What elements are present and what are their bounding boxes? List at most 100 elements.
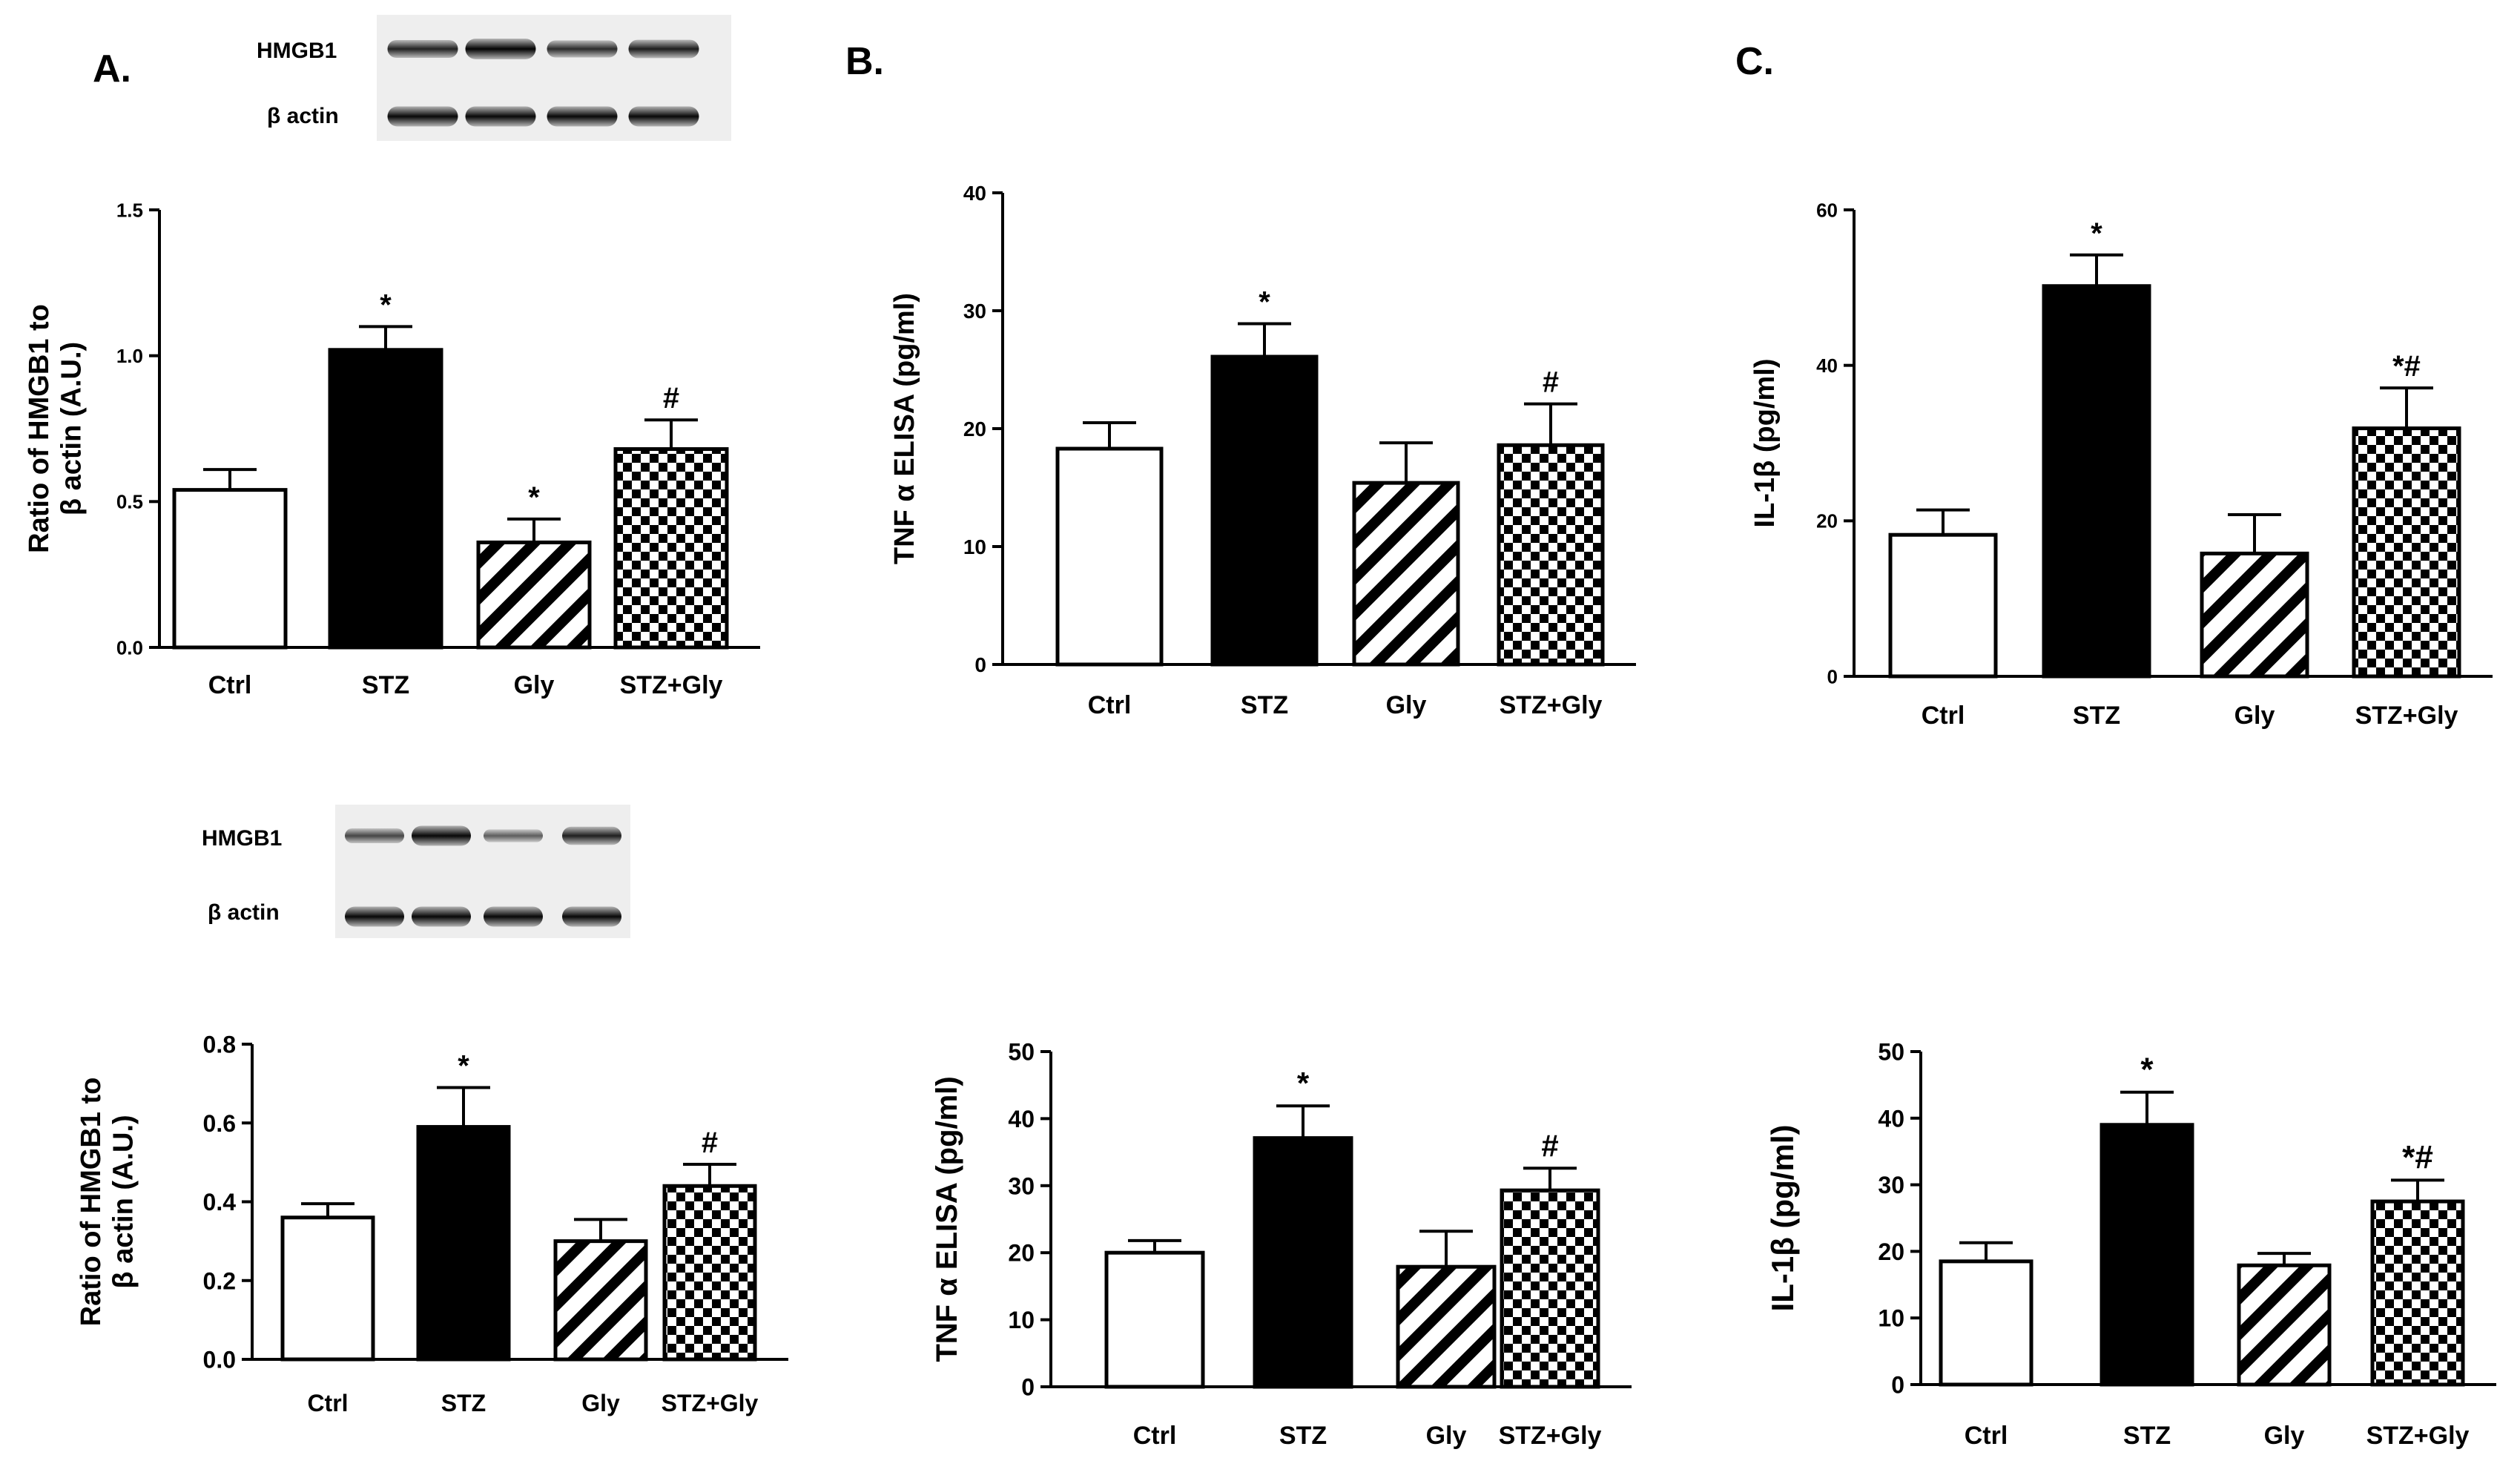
- x-category-label: STZ+Gly: [662, 1390, 759, 1416]
- x-category-label: Gly: [514, 671, 555, 699]
- western-blot-top: HMGB1 β actin: [257, 15, 731, 141]
- blot-band: [547, 106, 618, 127]
- x-category-label: Gly: [1386, 691, 1427, 719]
- x-category-label: Ctrl: [1965, 1422, 2008, 1450]
- x-category-label: Gly: [2264, 1422, 2305, 1450]
- significance-marker: *: [528, 481, 540, 514]
- significance-marker: *#: [2392, 350, 2421, 383]
- y-tick-label: 20: [963, 418, 986, 441]
- significance-marker: *: [458, 1049, 469, 1082]
- blot-band: [562, 826, 621, 845]
- blot-band: [562, 906, 621, 927]
- x-category-label: STZ: [362, 671, 409, 699]
- y-tick-label: 40: [1816, 354, 1838, 377]
- bar-stz: [2042, 284, 2151, 679]
- bar-ctrl: [1104, 1250, 1205, 1389]
- y-tick-label: 40: [1878, 1105, 1904, 1132]
- significance-marker: #: [1541, 1128, 1558, 1163]
- panel-letter-b: B.: [845, 40, 884, 83]
- y-tick-label: 30: [1008, 1172, 1035, 1199]
- western-blot-bottom: HMGB1 β actin: [202, 805, 630, 938]
- y-tick-label: 20: [1816, 510, 1838, 532]
- blot-band: [547, 40, 618, 58]
- x-category-label: STZ+Gly: [1500, 691, 1603, 719]
- bar-gly: [1352, 481, 1460, 667]
- bar-ctrl: [1055, 446, 1164, 667]
- bar-ctrl: [172, 488, 288, 650]
- significance-marker: #: [1543, 366, 1559, 399]
- bar-stz-gly: [662, 1184, 757, 1362]
- x-category-label: STZ: [1279, 1422, 1327, 1450]
- hmgb1-ratio-chart-bottom: 0.0 0.2 0.4 0.6 0.8 Ratio of HMGB1 toβ actin …: [76, 1032, 788, 1416]
- y-tick-label: 40: [963, 182, 986, 205]
- bar-gly: [2237, 1263, 2332, 1387]
- bar-stz: [1210, 354, 1319, 667]
- bar-stz: [2100, 1123, 2194, 1387]
- x-category-label: Gly: [1426, 1422, 1467, 1450]
- significance-marker: *: [2091, 217, 2102, 250]
- bar-gly: [1396, 1264, 1497, 1389]
- bar-stz: [1253, 1136, 1353, 1389]
- y-tick-label: 1.5: [116, 199, 143, 221]
- significance-marker: #: [663, 382, 679, 415]
- y-axis-label-line: β actin (A.U.): [56, 342, 88, 515]
- bar-stz: [328, 348, 443, 650]
- significance-marker: *: [2140, 1052, 2154, 1088]
- y-axis-label: Ratio of HMGB1 toβ actin (A.U.): [76, 1078, 139, 1327]
- y-tick-label: 30: [1878, 1172, 1904, 1198]
- panel-letter-c: C.: [1735, 40, 1774, 83]
- x-category-label: Ctrl: [307, 1390, 348, 1416]
- blot-band: [484, 829, 543, 842]
- y-axis-label: IL-1β (pg/ml): [1765, 1125, 1800, 1312]
- blot-band: [484, 906, 543, 927]
- bar-stz-gly: [613, 447, 729, 650]
- blot-band: [387, 106, 458, 127]
- blot-band: [628, 39, 699, 59]
- significance-marker: *: [380, 288, 392, 321]
- il-1-beta-chart-top: 0 20 40 60 IL-1β (pg/ml) Ctrl * STZ Gly *# STZ+Gly: [1749, 199, 2493, 730]
- tnf-alpha-chart-bottom: 0 10 20 30 40 50 TNF α ELISA (pg/ml) Ctrl * STZ Gl…: [931, 1039, 1632, 1450]
- y-tick-label: 0.2: [203, 1267, 236, 1294]
- y-tick-label: 10: [963, 535, 986, 558]
- x-category-label: STZ+Gly: [620, 671, 723, 699]
- y-axis-label-line: IL-1β (pg/ml): [1765, 1125, 1800, 1312]
- y-tick-label: 0.6: [203, 1110, 236, 1137]
- y-tick-label: 60: [1816, 199, 1838, 221]
- significance-marker: *: [1259, 286, 1270, 318]
- y-tick-label: 0: [1827, 665, 1838, 687]
- x-category-label: Ctrl: [1922, 702, 1965, 730]
- y-tick-label: 0.4: [203, 1189, 237, 1215]
- x-category-label: STZ: [1241, 691, 1288, 719]
- y-axis-label-line: Ratio of HMGB1 to: [24, 304, 55, 553]
- x-category-label: Gly: [2234, 702, 2275, 730]
- significance-marker: #: [702, 1126, 718, 1159]
- x-category-label: STZ: [2073, 702, 2120, 730]
- blot-band: [412, 825, 471, 846]
- y-tick-label: 20: [1008, 1240, 1035, 1267]
- bar-ctrl: [1939, 1259, 2034, 1387]
- x-category-label: STZ+Gly: [2355, 702, 2458, 730]
- bar-stz-gly: [2370, 1199, 2465, 1387]
- panel-letter-a: A.: [93, 47, 131, 90]
- x-category-label: Ctrl: [1088, 691, 1132, 719]
- y-tick-label: 0.8: [203, 1032, 236, 1058]
- blot-band: [465, 106, 536, 127]
- bar-stz-gly: [2352, 426, 2461, 679]
- bar-ctrl: [1888, 532, 1998, 679]
- blot-band: [465, 39, 536, 59]
- y-axis-label-line: TNF α ELISA (pg/ml): [889, 293, 920, 564]
- y-axis-label-line: IL-1β (pg/ml): [1749, 359, 1781, 528]
- y-tick-label: 0.0: [203, 1347, 236, 1373]
- y-tick-label: 40: [1008, 1106, 1035, 1132]
- blot-band: [345, 828, 404, 843]
- y-tick-label: 0: [1891, 1372, 1904, 1399]
- blot-band: [628, 106, 699, 127]
- y-axis-label: Ratio of HMGB1 toβ actin (A.U.): [24, 304, 88, 553]
- blot-band: [345, 906, 404, 927]
- blot-band: [387, 39, 458, 59]
- y-tick-label: 0: [974, 653, 986, 676]
- y-axis-label: TNF α ELISA (pg/ml): [889, 293, 920, 564]
- blot-label-hmgb1: HMGB1: [202, 826, 282, 851]
- blot-label-hmgb1: HMGB1: [257, 39, 337, 63]
